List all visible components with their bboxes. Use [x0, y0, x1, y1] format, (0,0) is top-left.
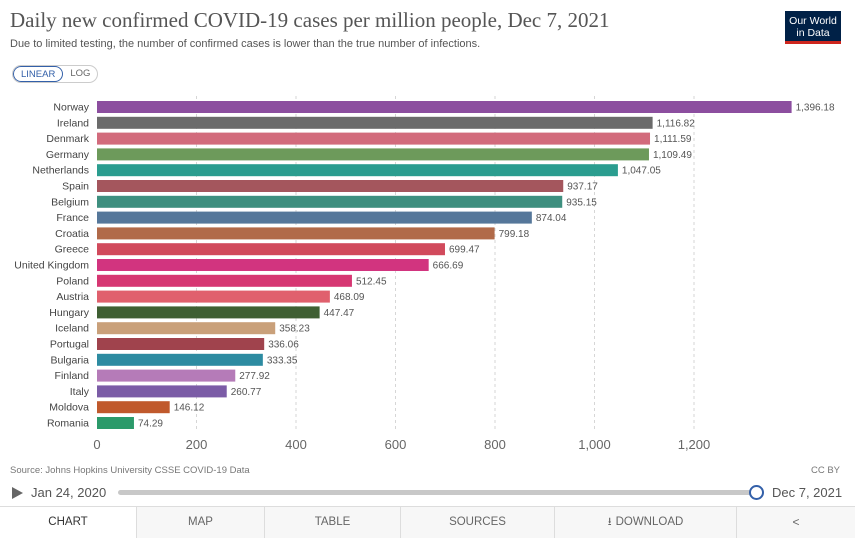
category-label: Norway [53, 102, 89, 114]
value-label: 146.12 [174, 403, 205, 414]
value-label: 666.69 [433, 261, 464, 272]
share-button[interactable]: < [737, 507, 855, 538]
tab-download-label: DOWNLOAD [615, 516, 684, 528]
value-label: 1,111.59 [654, 134, 692, 145]
value-label: 260.77 [231, 387, 262, 398]
value-label: 277.92 [239, 371, 270, 382]
value-label: 937.17 [567, 182, 598, 193]
category-label: Austria [56, 291, 89, 303]
value-label: 1,109.49 [653, 150, 692, 161]
bar [97, 243, 445, 256]
category-label: Germany [46, 149, 90, 161]
bar [97, 417, 134, 429]
x-tick-label: 600 [385, 437, 407, 452]
value-label: 512.45 [356, 276, 387, 287]
download-icon: ⭳ [607, 516, 612, 528]
value-label: 1,047.05 [622, 166, 661, 177]
category-label: Portugal [50, 339, 89, 351]
bar [97, 338, 265, 350]
bar [97, 322, 276, 335]
value-label: 935.15 [566, 197, 597, 208]
category-label: Hungary [49, 307, 89, 319]
value-label: 74.29 [138, 419, 163, 430]
category-label: Finland [55, 370, 90, 382]
category-label: Netherlands [32, 165, 89, 177]
linear-scale-button[interactable]: LINEAR [13, 66, 64, 82]
source-note[interactable]: Source: Johns Hopkins University CSSE CO… [10, 465, 250, 476]
bar [97, 116, 653, 129]
scale-toggle: LINEAR LOG [12, 65, 99, 83]
value-label: 699.47 [449, 245, 480, 256]
value-label: 468.09 [334, 292, 365, 303]
bar [97, 401, 170, 414]
chart-subtitle: Due to limited testing, the number of co… [10, 38, 481, 50]
logo-line-1: Our World [789, 15, 837, 27]
bar-chart: 0 200 400 600 800 1,000 1,200 Norway 1,396.18 Ire… [14, 96, 835, 452]
tab-table[interactable]: TABLE [265, 507, 401, 538]
bar [97, 227, 495, 240]
value-label: 799.18 [499, 229, 530, 240]
bar [97, 180, 564, 192]
value-label: 447.47 [324, 308, 355, 319]
value-label: 333.35 [267, 355, 298, 366]
value-label: 336.06 [268, 340, 299, 351]
x-tick-label: 200 [186, 437, 208, 452]
bar [97, 290, 330, 303]
category-label: Iceland [55, 323, 89, 335]
license-label[interactable]: CC BY [810, 465, 840, 476]
timeline-slider-track[interactable] [118, 490, 756, 495]
bar [97, 369, 236, 382]
tab-download[interactable]: ⭳ DOWNLOAD [555, 507, 737, 538]
timeline: Jan 24, 2020 Dec 7, 2021 [0, 482, 855, 504]
bar [97, 306, 320, 319]
category-label: Spain [62, 181, 89, 193]
x-tick-label: 1,200 [678, 437, 711, 452]
value-label: 1,116.82 [657, 118, 696, 129]
category-label: Italy [70, 386, 90, 398]
tab-chart[interactable]: CHART [0, 507, 137, 538]
chart-title: Daily new confirmed COVID-19 cases per m… [10, 8, 610, 32]
category-label: France [56, 212, 89, 224]
timeline-end-date: Dec 7, 2021 [772, 485, 843, 500]
category-label: Greece [55, 244, 90, 256]
tab-bar: CHART MAP TABLE SOURCES ⭳ DOWNLOAD < [0, 506, 855, 538]
category-label: Romania [47, 418, 89, 430]
bar [97, 164, 618, 177]
category-label: Moldova [49, 402, 89, 414]
bar [97, 211, 532, 224]
x-tick-label: 1,000 [578, 437, 611, 452]
tab-sources[interactable]: SOURCES [401, 507, 555, 538]
timeline-slider-handle[interactable] [749, 485, 764, 500]
category-label: Croatia [55, 228, 89, 240]
category-label: Ireland [57, 117, 89, 129]
category-label: Poland [56, 275, 89, 287]
play-icon[interactable] [12, 487, 23, 499]
tab-map[interactable]: MAP [137, 507, 265, 538]
value-label: 1,396.18 [796, 103, 835, 114]
bar [97, 259, 429, 271]
log-scale-button[interactable]: LOG [70, 68, 91, 79]
value-label: 358.23 [279, 324, 310, 335]
category-label: Belgium [51, 196, 89, 208]
category-label: Bulgaria [50, 354, 89, 366]
category-label: Denmark [46, 133, 89, 145]
logo-line-2: in Data [796, 27, 830, 39]
bar [97, 101, 792, 113]
bar [97, 274, 352, 287]
share-icon: < [792, 515, 800, 529]
bar [97, 385, 227, 398]
bar [97, 195, 563, 208]
bar [97, 132, 651, 145]
value-label: 874.04 [536, 213, 567, 224]
timeline-start-date: Jan 24, 2020 [31, 485, 107, 500]
bar [97, 148, 649, 161]
bar [97, 353, 263, 366]
x-tick-label: 0 [93, 437, 100, 452]
x-tick-label: 400 [285, 437, 307, 452]
x-tick-label: 800 [484, 437, 506, 452]
owid-logo[interactable]: Our World in Data [785, 11, 841, 44]
category-label: United Kingdom [14, 260, 89, 272]
